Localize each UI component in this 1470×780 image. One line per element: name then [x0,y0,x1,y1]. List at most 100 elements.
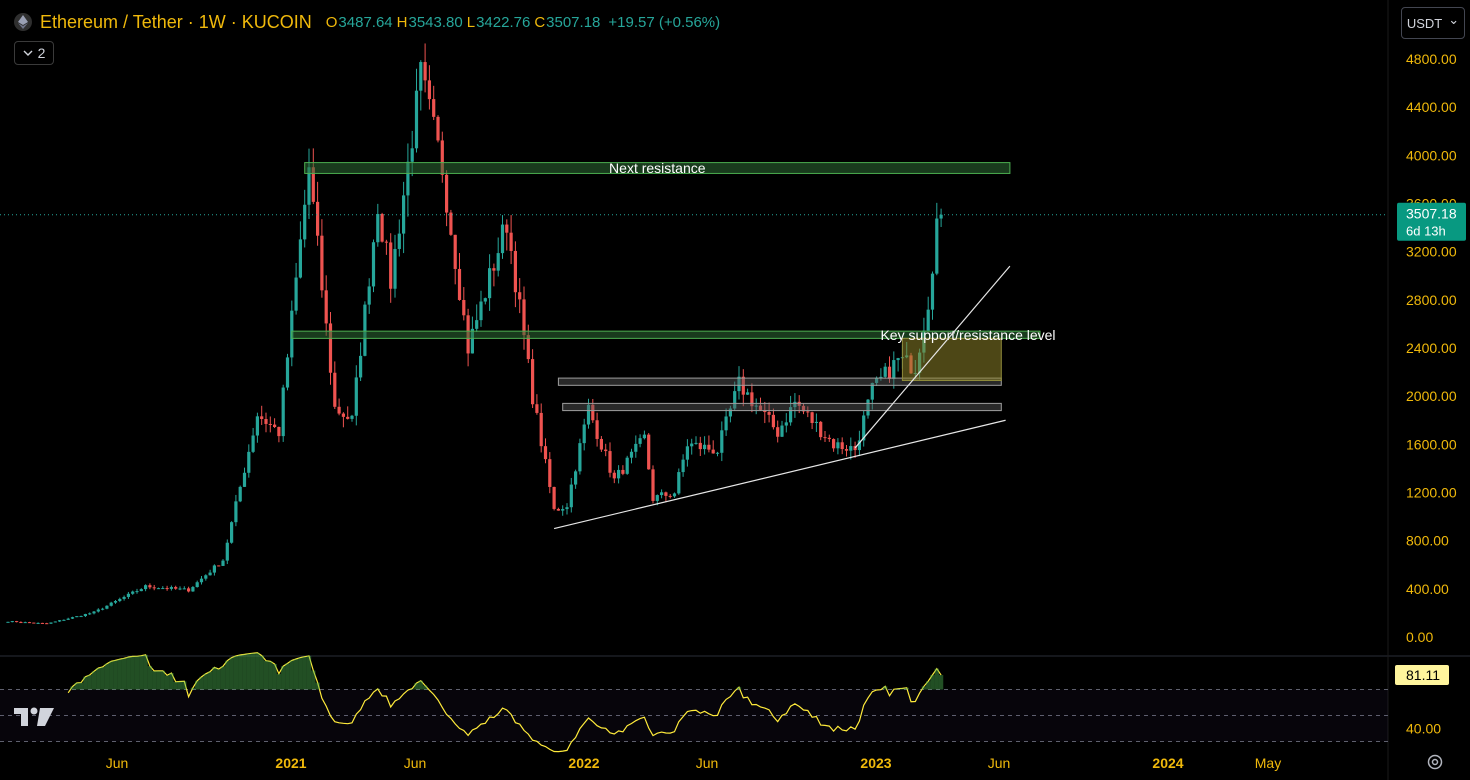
candle-body [230,522,234,543]
candle-body [19,622,23,624]
candle-body [105,605,109,609]
candle-body [457,268,462,300]
candle-body [694,442,698,444]
candle-body [255,416,259,436]
price-change: +19.57 (+0.56%) [608,13,721,31]
candle-body [513,250,517,293]
candle-body [754,405,758,407]
candle-body [866,399,870,416]
y-tick-label: 2800.00 [1406,292,1457,308]
candle-body [535,404,539,413]
candle-body [238,486,242,502]
candle-body [251,435,255,452]
next-resistance-label: Next resistance [609,160,706,176]
candle-body [393,248,397,289]
candle-body [165,588,169,590]
candle-body [187,588,191,592]
candle-body [410,148,414,162]
candle-body [58,620,62,622]
candle-body [341,413,345,417]
candle-body [423,62,427,81]
candle-body [70,617,75,619]
candle-body [277,427,281,437]
candle-body [212,565,216,573]
x-tick-label: May [1255,755,1281,771]
candle-body [376,214,380,243]
candle-body [354,377,358,416]
candle-body [402,195,406,234]
rsi-tick-label: 40.00 [1406,721,1441,737]
candle-body [182,588,186,590]
candle-body [109,602,113,606]
ethereum-icon [14,13,32,31]
candle-body [638,438,642,444]
candle-body [144,585,148,590]
candle-body [126,593,130,597]
candle-body [118,598,122,602]
candle-body [703,444,707,450]
candle-body [677,472,681,494]
currency-select[interactable]: USDT ⌄ [1401,7,1465,39]
candle-body [204,575,208,579]
candle-body [152,587,156,589]
candle-body [505,224,509,233]
candle-body [264,418,268,424]
candle-body [879,376,883,378]
candle-body [801,405,806,412]
ohlc-low: L3422.76 [466,13,531,31]
candle-body [96,609,100,612]
candle-body [346,416,350,419]
collapse-indicators-button[interactable]: 2 [14,41,54,65]
candle-body [49,622,53,624]
candle-body [875,377,879,383]
candle-body [823,437,827,439]
candle-body [552,486,556,509]
y-tick-label: 4800.00 [1406,51,1457,67]
candle-body [758,405,763,410]
candle-body [724,416,728,431]
y-tick-label: 1600.00 [1406,436,1457,452]
candle-body [445,174,449,213]
candle-body [836,442,840,449]
y-tick-label: 400.00 [1406,581,1449,597]
candle-body [569,484,573,508]
candle-body [389,242,393,289]
candle-body [6,621,10,623]
candle-body [483,298,487,302]
symbol-title[interactable]: Ethereum / Tether · 1W · KUCOIN [40,11,312,32]
candle-body [660,492,664,496]
candle-body [556,508,560,511]
rsi-value-badge [1395,665,1449,686]
candle-body [161,588,165,590]
candle-body [419,62,423,91]
candle-body [746,392,750,395]
candle-body [832,439,836,449]
candle-body [642,434,646,439]
candle-body [294,277,298,311]
chevron-down-icon: ⌄ [1448,12,1460,27]
candle-body [690,443,694,447]
candle-body [217,565,221,567]
candle-body [784,422,788,426]
candle-body [849,446,853,451]
candle-body [384,241,388,243]
candle-body [578,443,582,472]
candle-body [664,492,668,496]
candle-body [776,427,780,437]
candle-body [629,451,634,458]
candle-body [174,587,178,589]
settings-icon[interactable] [1426,753,1444,771]
candle-body [298,239,302,278]
candle-body [819,421,823,438]
candle-body [750,392,754,407]
candle-body [862,415,866,441]
candle-body [15,621,19,623]
tradingview-logo-icon[interactable] [14,706,56,728]
candle-body [337,406,341,414]
candle-body [169,587,173,589]
candle-body [771,414,775,428]
zone-3 [562,402,1002,412]
candle-body [655,495,659,501]
candle-body [604,449,608,452]
